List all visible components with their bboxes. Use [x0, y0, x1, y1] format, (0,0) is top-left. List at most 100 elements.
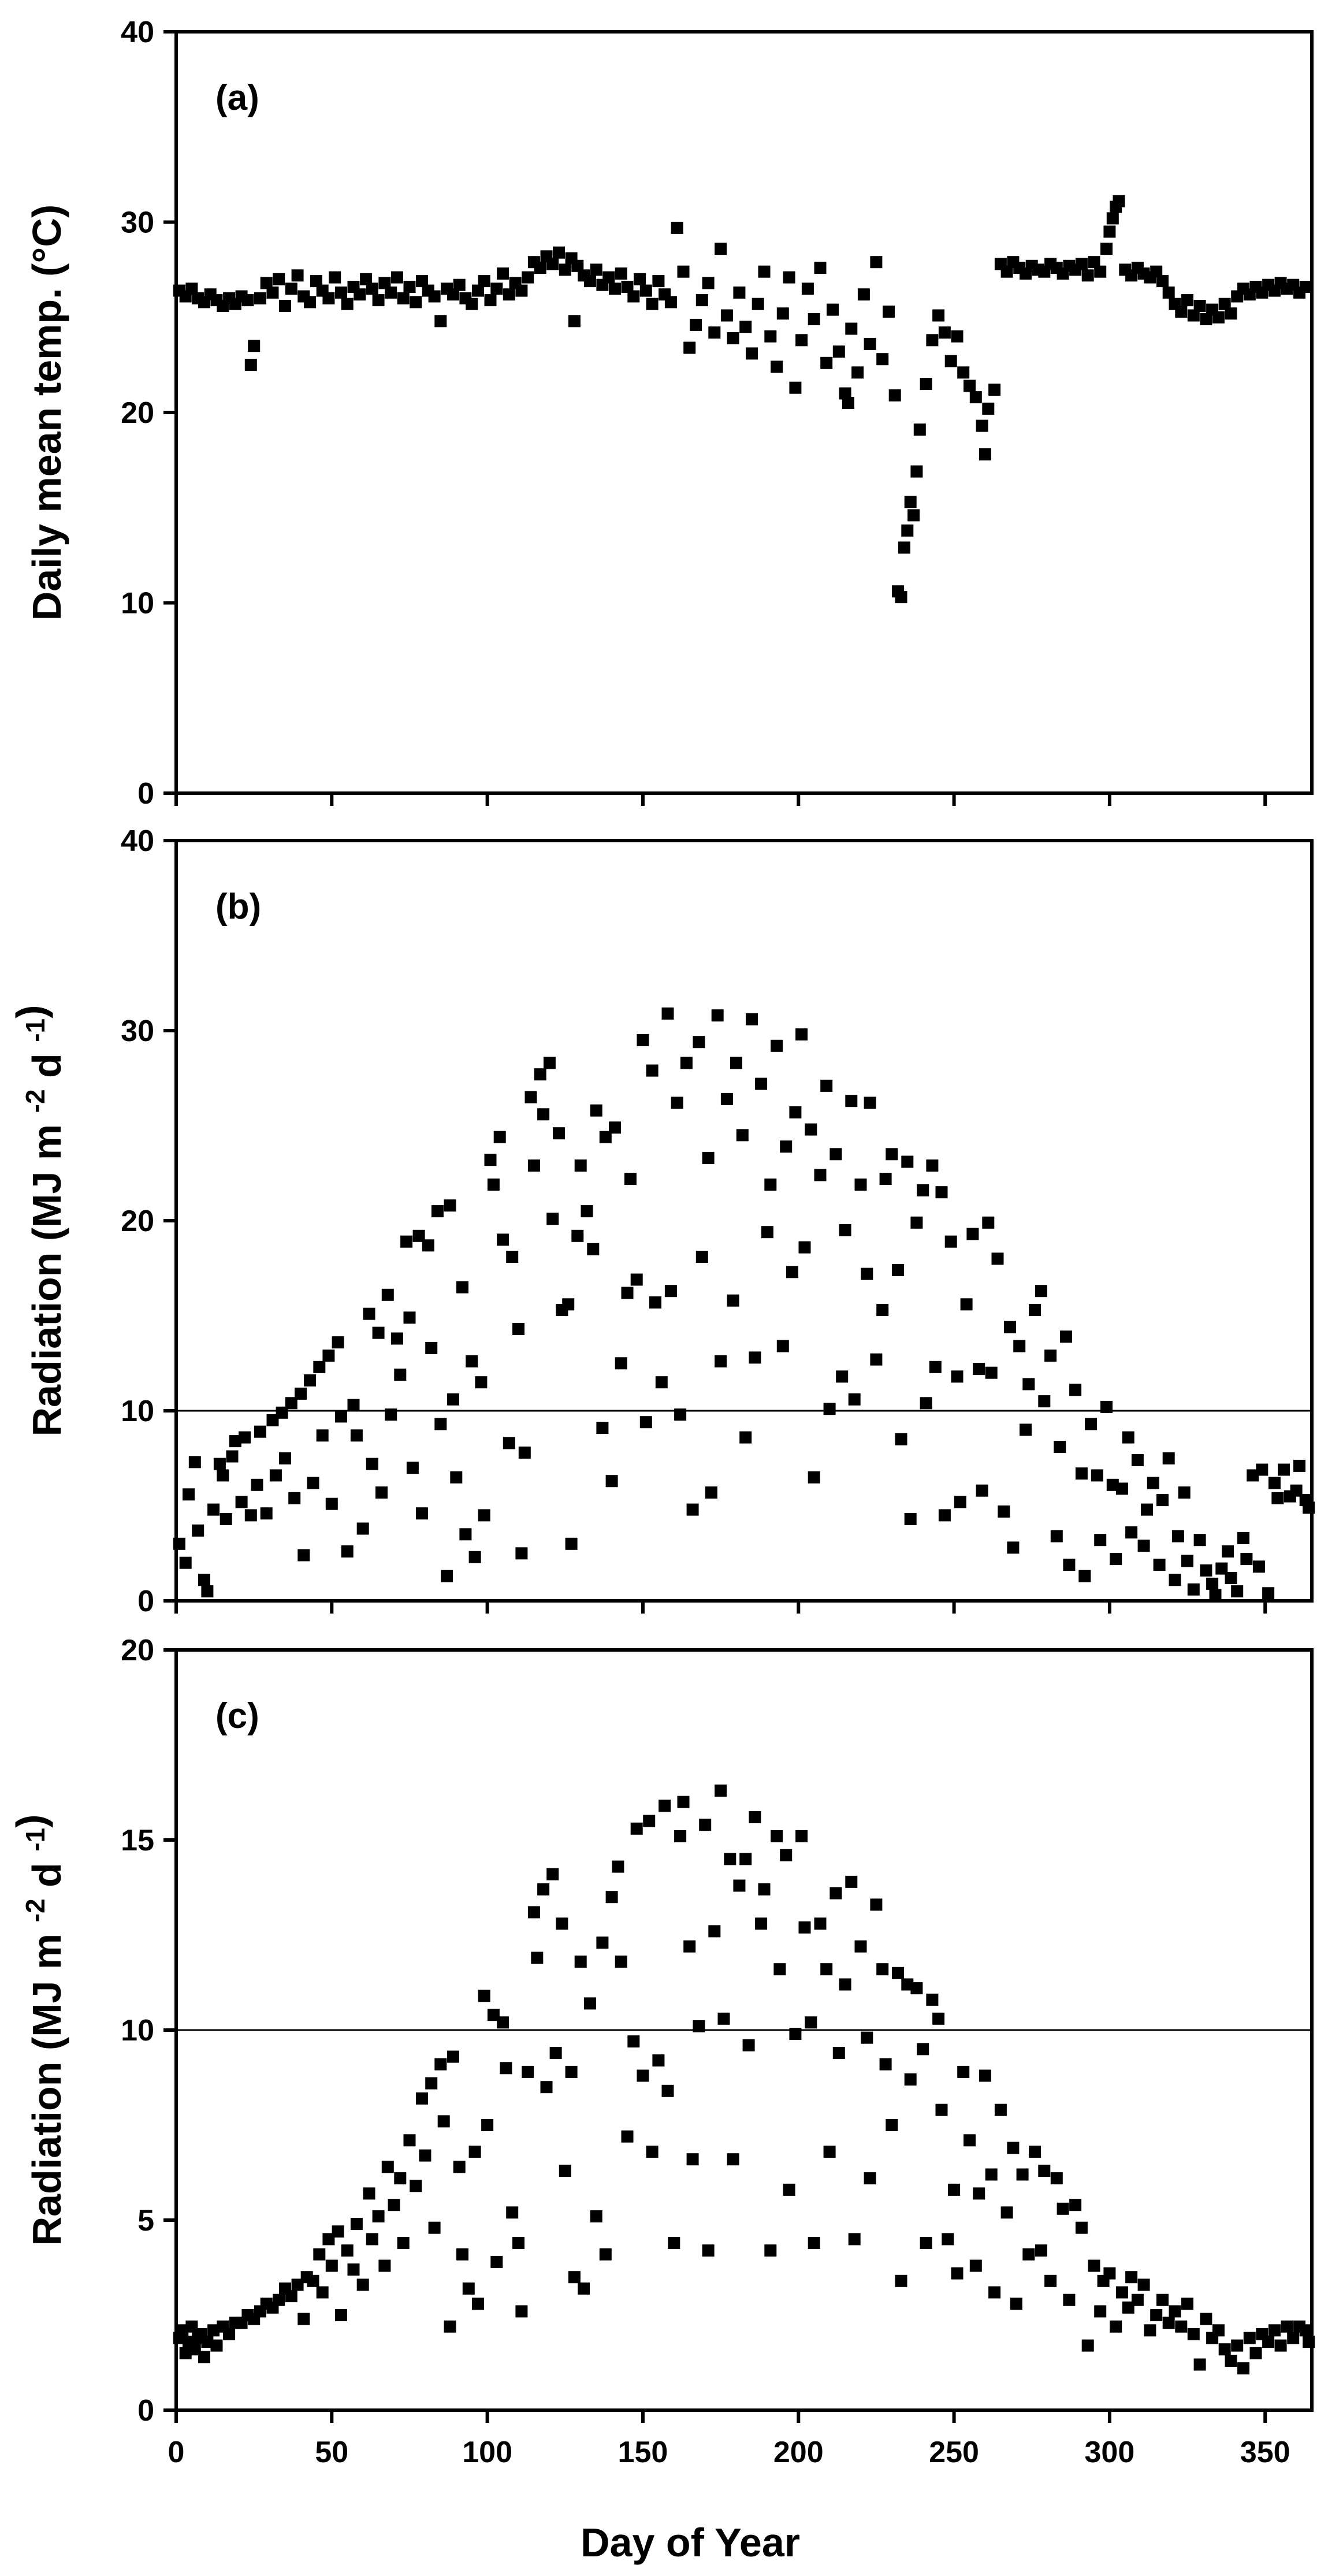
data-point — [776, 307, 789, 320]
data-point — [883, 305, 895, 318]
data-point — [1175, 305, 1188, 318]
data-point — [1187, 309, 1200, 322]
data-point — [416, 2092, 428, 2105]
data-point — [1231, 1585, 1244, 1598]
data-point — [1022, 2248, 1035, 2261]
data-point — [1268, 1477, 1281, 1489]
data-point — [444, 1199, 456, 1212]
data-point — [313, 1361, 326, 1373]
data-point — [870, 1353, 883, 1366]
data-point — [634, 273, 646, 285]
x-tick-label: 100 — [462, 2436, 512, 2469]
data-point — [422, 1239, 434, 1252]
data-point — [531, 1951, 544, 1964]
data-point — [973, 1363, 985, 1376]
data-point — [506, 1251, 519, 1263]
data-point — [279, 300, 291, 312]
data-point — [1200, 1564, 1212, 1577]
data-point — [898, 541, 910, 554]
data-point — [537, 1108, 550, 1121]
data-point — [935, 1186, 948, 1199]
data-point — [861, 1267, 873, 1280]
data-point — [621, 2130, 634, 2143]
data-point — [695, 1251, 708, 1263]
data-point — [581, 1205, 593, 1218]
data-point — [475, 1376, 488, 1389]
data-point — [269, 1469, 282, 1482]
data-point — [332, 2225, 344, 2238]
data-point — [1000, 265, 1013, 278]
data-point — [1081, 269, 1094, 282]
y-tick-label: 0 — [137, 1585, 154, 1618]
data-point — [727, 2153, 739, 2166]
data-point — [749, 1351, 761, 1364]
data-point — [1293, 1459, 1305, 1472]
data-point — [904, 496, 917, 508]
data-point — [910, 465, 923, 478]
data-point — [565, 2065, 578, 2078]
data-point — [1141, 1503, 1153, 1516]
data-point — [773, 1963, 786, 1976]
data-point — [839, 1978, 851, 1991]
data-point — [771, 1830, 783, 1842]
data-point — [1122, 1431, 1134, 1444]
data-point — [493, 1131, 506, 1143]
data-point — [630, 1273, 643, 1286]
data-point — [325, 1497, 338, 1510]
panel-label: (b) — [215, 887, 261, 927]
data-point — [944, 1235, 957, 1248]
data-point — [1094, 2305, 1107, 2318]
data-point — [1007, 1541, 1020, 1554]
data-point — [615, 267, 627, 280]
data-point — [1262, 2336, 1275, 2348]
data-point — [503, 288, 515, 301]
data-point — [217, 1469, 229, 1482]
data-point — [951, 2267, 964, 2280]
data-point — [360, 273, 373, 285]
data-point — [1262, 1587, 1275, 1600]
data-point — [388, 2199, 400, 2211]
data-point — [1243, 2332, 1256, 2344]
data-point — [988, 2286, 1001, 2299]
data-point — [699, 1819, 712, 1831]
data-point — [789, 1106, 802, 1118]
data-point — [466, 298, 478, 310]
data-point — [185, 282, 198, 295]
data-point — [325, 2259, 338, 2272]
data-point — [957, 366, 970, 379]
data-point — [285, 282, 297, 295]
data-point — [957, 2065, 970, 2078]
data-point — [609, 282, 621, 295]
data-point — [982, 402, 995, 415]
data-point — [578, 2282, 590, 2295]
data-point — [437, 2115, 450, 2128]
data-point — [671, 1096, 683, 1109]
data-point — [453, 278, 466, 291]
data-point — [447, 1393, 459, 1406]
data-point — [982, 1216, 995, 1229]
data-point — [456, 2248, 468, 2261]
data-point — [913, 423, 926, 436]
data-point — [599, 1131, 612, 1143]
data-point — [733, 286, 746, 299]
data-point — [627, 290, 640, 303]
data-point — [229, 1435, 241, 1448]
data-point — [1069, 1384, 1082, 1396]
data-point — [403, 1311, 416, 1324]
data-point — [994, 2103, 1007, 2116]
data-point — [888, 389, 901, 402]
data-point — [652, 275, 665, 288]
data-point — [979, 2069, 991, 2082]
data-point — [347, 1399, 360, 1411]
data-point — [1225, 2355, 1237, 2367]
data-point — [1171, 1530, 1184, 1542]
data-point — [478, 275, 490, 288]
data-point — [942, 2233, 954, 2246]
data-point — [764, 2244, 777, 2257]
data-point — [842, 397, 854, 409]
data-point — [695, 294, 708, 307]
data-point — [1038, 1395, 1051, 1408]
data-point — [285, 2290, 297, 2303]
data-point — [693, 1036, 705, 1049]
data-point — [587, 1243, 600, 1255]
